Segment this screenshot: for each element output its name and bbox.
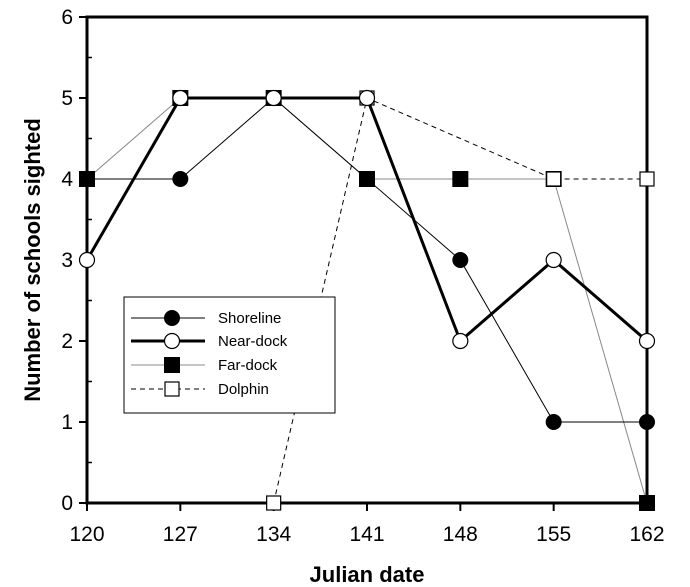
x-tick-label: 141 xyxy=(349,523,384,546)
y-tick-label: 4 xyxy=(61,168,73,191)
y-tick-label: 5 xyxy=(61,87,73,110)
y-tick-label: 0 xyxy=(61,492,73,515)
y-tick-label: 1 xyxy=(61,411,73,434)
dolphin-point xyxy=(266,495,282,511)
shoreline-point xyxy=(172,171,189,187)
near-dock-point xyxy=(358,89,376,107)
legend-marker-near-dock xyxy=(163,332,181,350)
x-tick-label: 134 xyxy=(256,523,291,546)
x-tick-label: 127 xyxy=(163,523,198,546)
y-tick-label: 2 xyxy=(61,330,73,353)
near-dock-point xyxy=(545,251,562,269)
shoreline-point xyxy=(639,414,655,430)
legend-marker-far-dock xyxy=(164,357,180,373)
legend-label-dolphin: Dolphin xyxy=(218,381,269,398)
near-dock-point xyxy=(638,332,656,350)
legend-box xyxy=(123,296,336,414)
legend-label-shoreline: Shoreline xyxy=(218,310,281,327)
x-tick-label: 120 xyxy=(69,523,104,546)
legend-label-far-dock: Far-dock xyxy=(218,357,278,374)
legend-marker-shoreline xyxy=(164,310,180,326)
far-dock-point xyxy=(452,171,469,187)
far-dock-point xyxy=(639,495,655,511)
x-axis-title: Julian date xyxy=(310,562,425,587)
near-dock-point xyxy=(172,89,189,107)
y-tick-label: 3 xyxy=(61,249,73,272)
y-tick-label: 6 xyxy=(61,6,73,29)
dolphin-point xyxy=(639,171,655,187)
x-tick-label: 155 xyxy=(536,523,571,546)
legend: Shoreline Near-dock Far-dock Dolphin xyxy=(123,296,336,414)
near-dock-point xyxy=(452,332,469,350)
near-dock-point xyxy=(78,251,96,269)
legend-marker-dolphin xyxy=(164,381,180,397)
shoreline-point xyxy=(79,171,95,187)
shoreline-point xyxy=(452,252,469,268)
legend-label-near-dock: Near-dock xyxy=(218,333,288,350)
x-tick-label: 162 xyxy=(629,523,664,546)
shoreline-point xyxy=(359,171,375,187)
shoreline-point xyxy=(545,414,562,430)
axis-tick-labels: 0 1 2 3 4 5 6 120 127 134 141 148 155 162 xyxy=(61,6,664,546)
dolphin-point xyxy=(546,171,562,187)
x-tick-label: 148 xyxy=(443,523,478,546)
near-dock-point xyxy=(265,89,282,107)
y-axis-title: Number of schools sighted xyxy=(20,118,45,402)
